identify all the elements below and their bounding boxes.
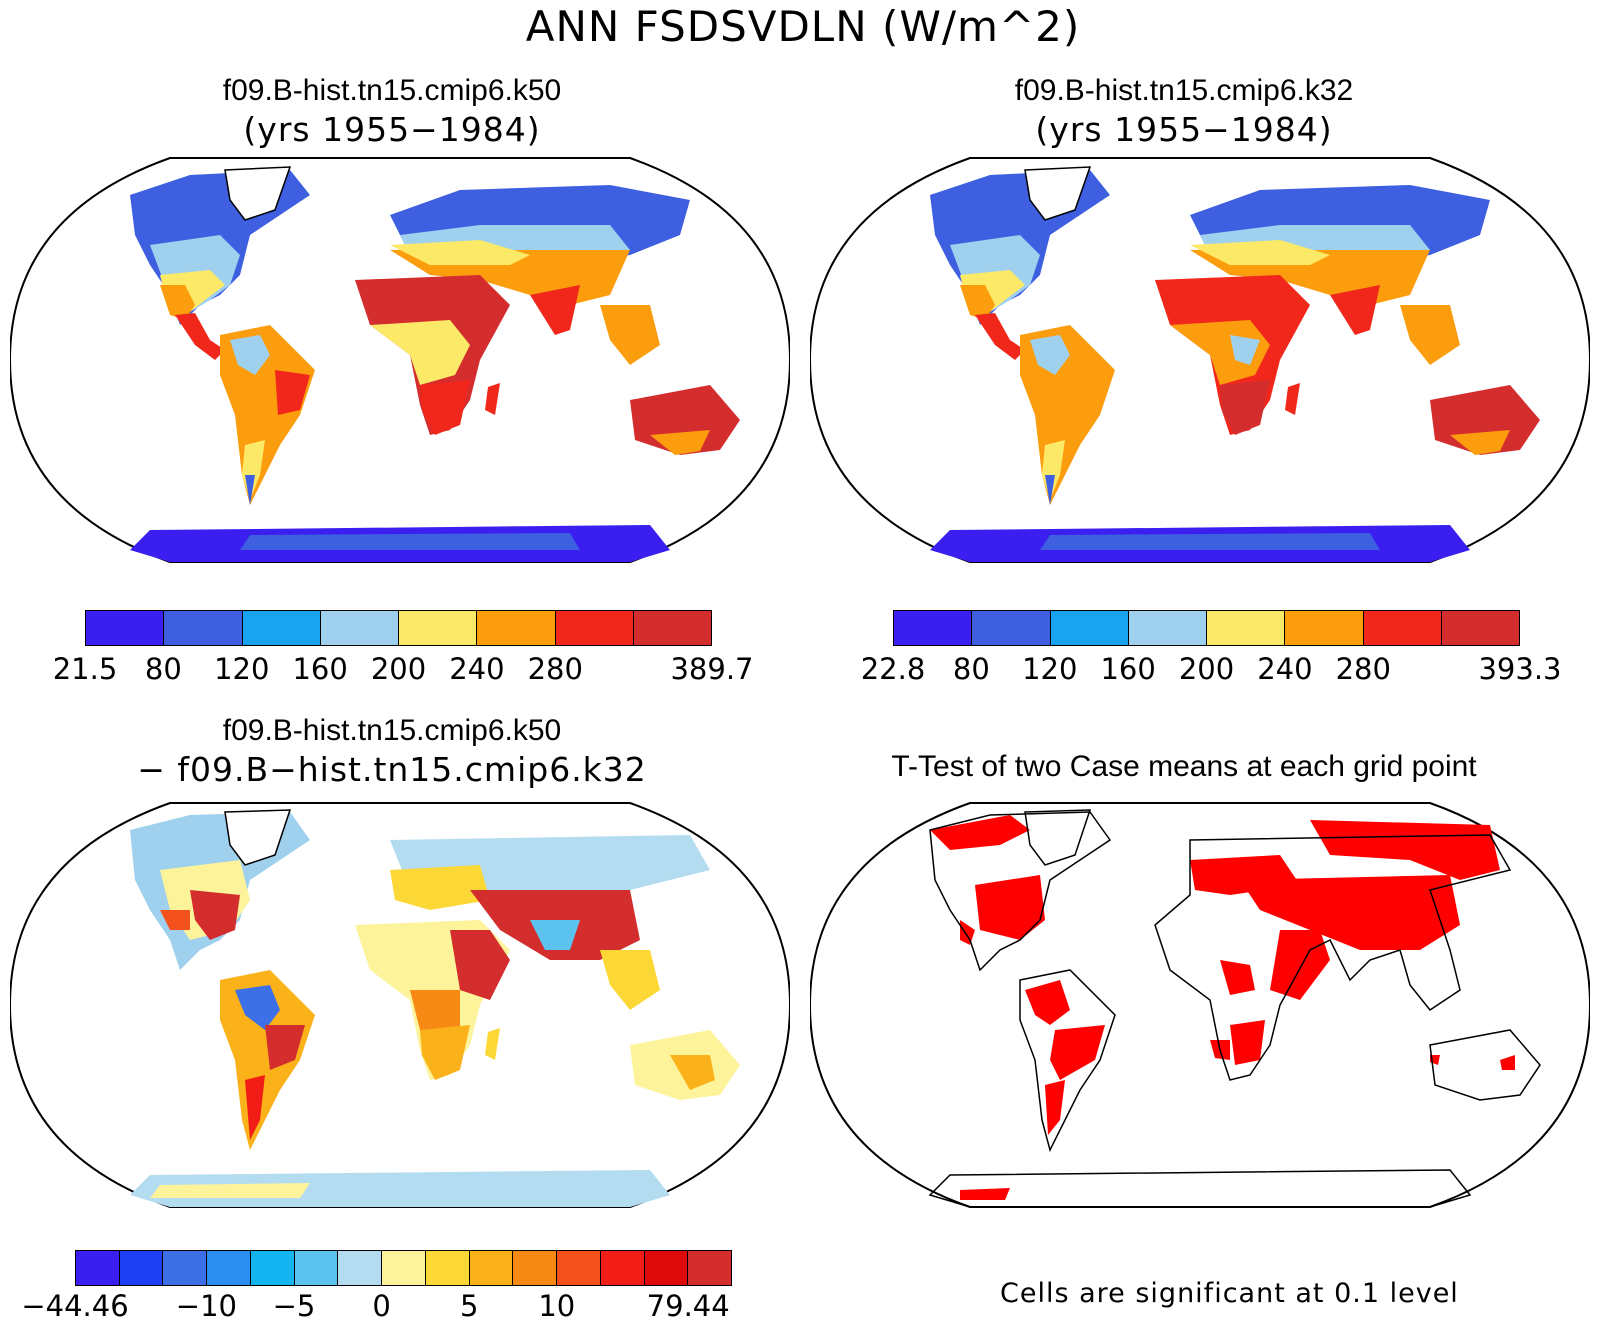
colorbar-top-left-labels: 21.5 80 120 160 200 240 280 389.7 bbox=[53, 652, 754, 686]
coastlines bbox=[928, 809, 1541, 1208]
colorbar-tl-label: 120 bbox=[214, 652, 270, 686]
colorbar-bl-label: 10 bbox=[538, 1289, 576, 1323]
continents bbox=[130, 166, 740, 562]
colorbar-tl-label: 80 bbox=[144, 652, 182, 686]
colorbar-bl-swatch bbox=[469, 1251, 514, 1285]
map-bottom-left bbox=[10, 802, 790, 1208]
colorbar-tr-label: 22.8 bbox=[860, 652, 926, 686]
colorbar-bl-swatch bbox=[644, 1251, 689, 1285]
colorbar-top-left bbox=[85, 610, 712, 646]
colorbar-bl-label: 5 bbox=[459, 1289, 479, 1323]
significant-cells bbox=[930, 815, 1515, 1200]
colorbar-bl-label: −5 bbox=[272, 1289, 316, 1323]
panel-tr-case: f09.B-hist.tn15.cmip6.k32 bbox=[1014, 74, 1354, 107]
colorbar-bottom-left-labels: −44.46 −10 −5 0 5 10 79.44 bbox=[21, 1289, 732, 1323]
colorbar-tl-swatch bbox=[320, 611, 399, 645]
colorbar-bl-swatch bbox=[513, 1251, 558, 1285]
colorbar-bl-swatch bbox=[163, 1251, 208, 1285]
panel-bl-minus: − f09.B−hist.tn15.cmip6.k32 bbox=[137, 750, 647, 789]
panel-br-title: T-Test of two Case means at each grid po… bbox=[804, 748, 1564, 786]
colorbar-bl-swatch bbox=[250, 1251, 295, 1285]
panel-tr-years: (yrs 1955−1984) bbox=[1035, 110, 1333, 149]
panel-bl-title: f09.B-hist.tn15.cmip6.k50 − f09.B−hist.t… bbox=[12, 712, 772, 790]
colorbar-bl-swatch bbox=[294, 1251, 339, 1285]
colorbar-bottom-left bbox=[75, 1250, 732, 1286]
colorbar-tr-swatch bbox=[1441, 611, 1519, 645]
colorbar-bl-swatch bbox=[119, 1251, 164, 1285]
colorbar-tl-label: 240 bbox=[449, 652, 505, 686]
colorbar-tr-swatch bbox=[1050, 611, 1129, 645]
continents bbox=[930, 166, 1540, 562]
colorbar-bl-swatch bbox=[600, 1251, 645, 1285]
colorbar-bl-swatch bbox=[688, 1251, 732, 1285]
colorbar-tl-label: 200 bbox=[370, 652, 427, 686]
colorbar-bl-swatch bbox=[76, 1251, 120, 1285]
colorbar-tl-swatch bbox=[477, 611, 556, 645]
panel-bl-case: f09.B-hist.tn15.cmip6.k50 bbox=[222, 714, 562, 747]
map-top-left bbox=[10, 157, 790, 563]
colorbar-tr-label: 120 bbox=[1022, 652, 1078, 686]
colorbar-tr-swatch bbox=[1128, 611, 1207, 645]
panel-tl-title: f09.B-hist.tn15.cmip6.k50 (yrs 1955−1984… bbox=[12, 72, 772, 150]
panel-tl-case: f09.B-hist.tn15.cmip6.k50 bbox=[222, 74, 562, 107]
map-top-right bbox=[810, 157, 1590, 563]
colorbar-top-right-labels: 22.8 80 120 160 200 240 280 393.3 bbox=[861, 652, 1562, 686]
significance-note: Cells are significant at 0.1 level bbox=[1000, 1278, 1459, 1309]
colorbar-tl-label: 21.5 bbox=[52, 652, 118, 686]
colorbar-top-right bbox=[893, 610, 1520, 646]
colorbar-bl-label: 79.44 bbox=[646, 1289, 730, 1323]
colorbar-tr-label: 393.3 bbox=[1478, 652, 1562, 686]
colorbar-bl-label: −10 bbox=[175, 1289, 237, 1323]
colorbar-bl-swatch bbox=[338, 1251, 383, 1285]
colorbar-tr-swatch bbox=[1207, 611, 1286, 645]
colorbar-tl-swatch bbox=[399, 611, 478, 645]
colorbar-tr-label: 80 bbox=[952, 652, 990, 686]
colorbar-tl-label: 160 bbox=[292, 652, 348, 686]
colorbar-tl-swatch bbox=[555, 611, 634, 645]
colorbar-tr-label: 240 bbox=[1257, 652, 1313, 686]
colorbar-tl-swatch bbox=[242, 611, 321, 645]
colorbar-tl-swatch bbox=[633, 611, 711, 645]
colorbar-bl-swatch bbox=[382, 1251, 426, 1285]
colorbar-tr-label: 200 bbox=[1178, 652, 1235, 686]
colorbar-bl-swatch bbox=[557, 1251, 601, 1285]
continents bbox=[130, 809, 740, 1207]
panel-br-ttest-title: T-Test of two Case means at each grid po… bbox=[891, 750, 1477, 783]
colorbar-tl-label: 280 bbox=[527, 652, 583, 686]
colorbar-bl-swatch bbox=[425, 1251, 470, 1285]
colorbar-bl-label: −44.46 bbox=[21, 1289, 129, 1323]
colorbar-tl-swatch bbox=[164, 611, 243, 645]
colorbar-tr-swatch bbox=[894, 611, 973, 645]
colorbar-tr-swatch bbox=[1363, 611, 1442, 645]
colorbar-bl-label: 0 bbox=[372, 1289, 391, 1323]
colorbar-bl-swatch bbox=[207, 1251, 251, 1285]
map-bottom-right bbox=[810, 802, 1590, 1208]
colorbar-tr-label: 280 bbox=[1335, 652, 1391, 686]
figure-title: ANN FSDSVDLN (W/m^2) bbox=[525, 2, 1081, 51]
colorbar-tr-swatch bbox=[972, 611, 1051, 645]
colorbar-tl-label: 389.7 bbox=[670, 652, 754, 686]
colorbar-tl-swatch bbox=[86, 611, 165, 645]
panel-tl-years: (yrs 1955−1984) bbox=[243, 110, 541, 149]
colorbar-tr-label: 160 bbox=[1100, 652, 1156, 686]
colorbar-tr-swatch bbox=[1285, 611, 1364, 645]
panel-tr-title: f09.B-hist.tn15.cmip6.k32 (yrs 1955−1984… bbox=[804, 72, 1564, 150]
